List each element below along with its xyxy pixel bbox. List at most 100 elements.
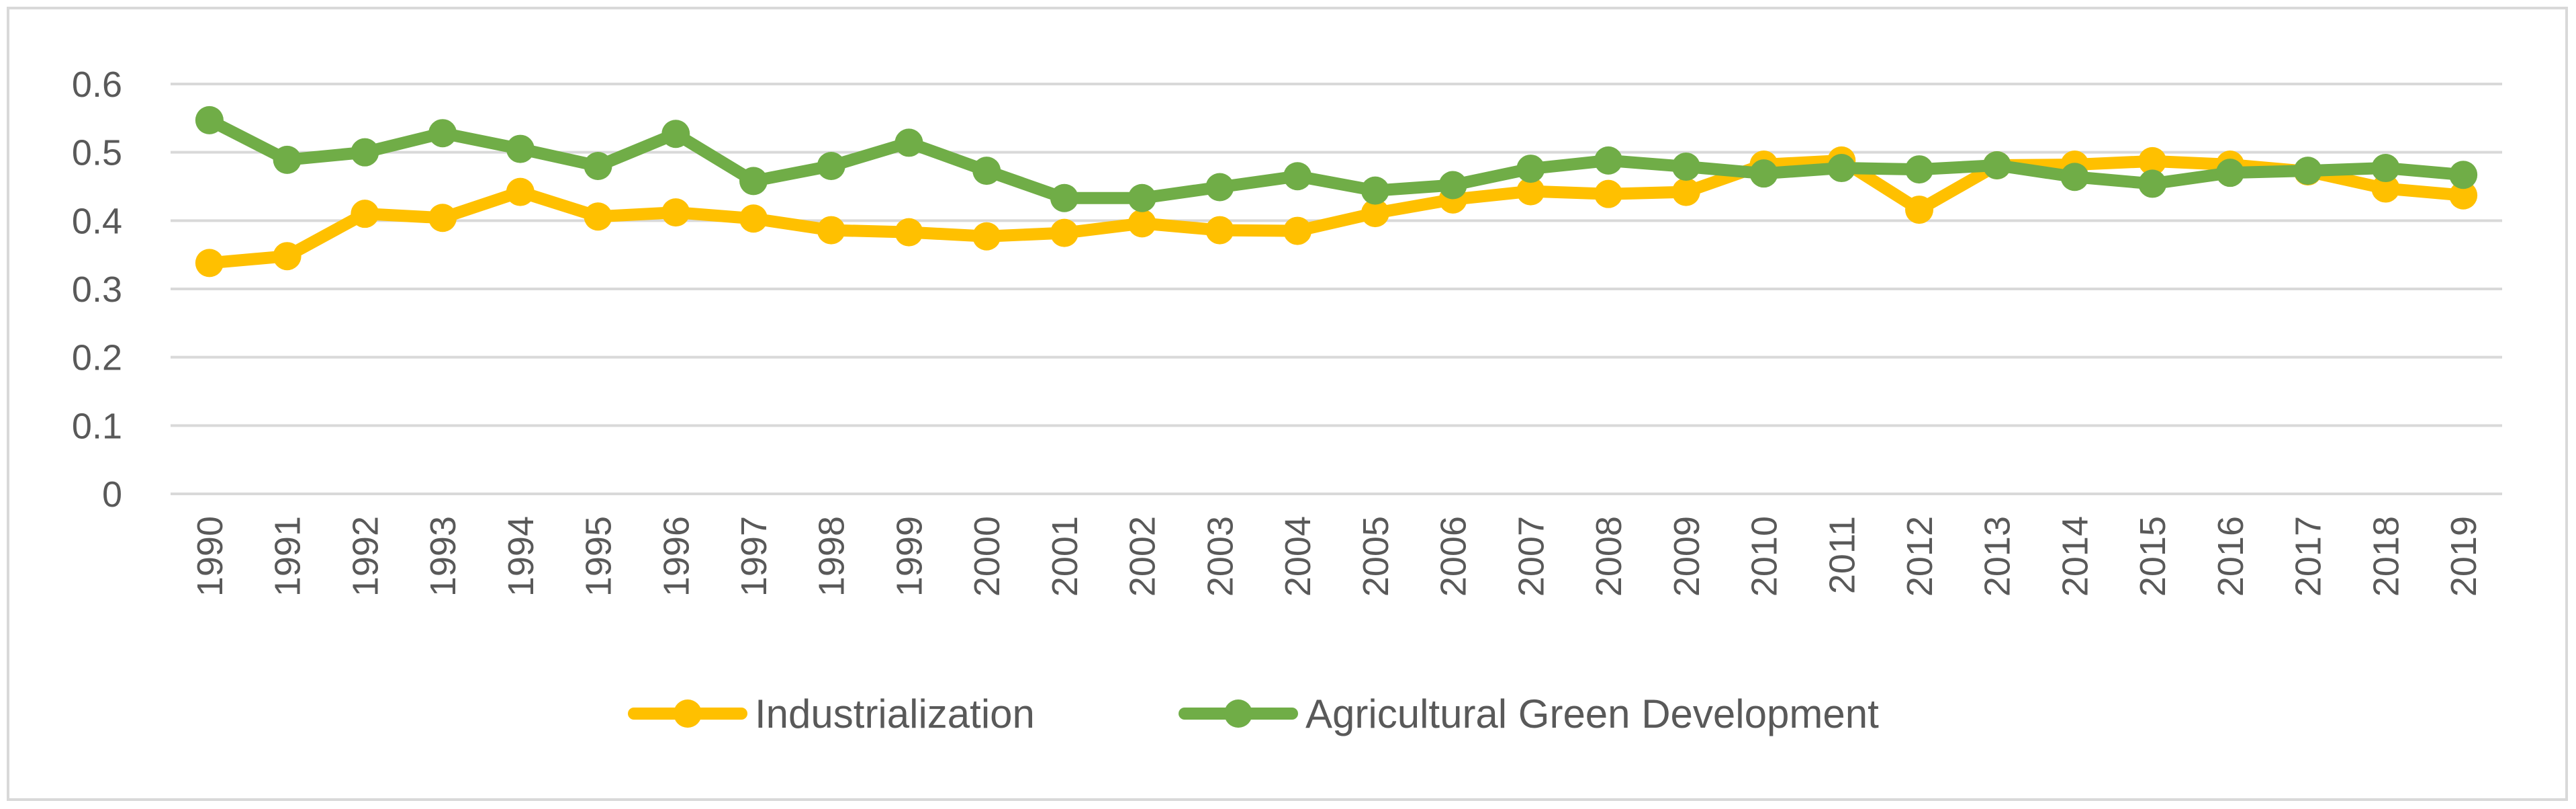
- chart-frame: 0 0.1 0.2 0.3 0.4 0.5 0.6 1990 1991 1992 1993 1994…: [7, 7, 2568, 801]
- data-point: [739, 167, 768, 196]
- y-axis-tick-labels: 0 0.1 0.2 0.3 0.4 0.5 0.6: [72, 65, 122, 515]
- legend-swatch-marker: [674, 699, 702, 728]
- data-point: [661, 120, 690, 148]
- data-point: [1827, 154, 1856, 183]
- y-tick-label: 0.1: [72, 406, 122, 446]
- x-tick-label: 2011: [1822, 516, 1862, 594]
- data-point: [1050, 218, 1078, 247]
- data-point: [1671, 153, 1700, 181]
- data-point: [351, 200, 379, 228]
- x-tick-label: 1991: [268, 516, 308, 597]
- data-point: [1283, 216, 1312, 245]
- data-point: [1594, 146, 1623, 175]
- x-tick-label: 2017: [2289, 516, 2329, 597]
- series-industrialization: [195, 146, 2478, 278]
- x-tick-label: 2010: [1745, 516, 1785, 597]
- x-tick-label: 2018: [2366, 516, 2406, 597]
- x-tick-label: 2009: [1667, 516, 1707, 597]
- x-tick-label: 2014: [2055, 516, 2095, 597]
- data-point: [2371, 154, 2400, 183]
- data-point: [1128, 183, 1156, 212]
- x-tick-label: 2008: [1589, 516, 1629, 597]
- data-point: [273, 145, 302, 174]
- data-point: [894, 128, 923, 157]
- data-point: [1205, 173, 1234, 202]
- x-tick-label: 1990: [190, 516, 230, 597]
- data-point: [428, 119, 457, 148]
- data-point: [1438, 171, 1467, 200]
- data-point: [428, 204, 457, 232]
- data-point: [972, 222, 1001, 251]
- data-point: [1128, 209, 1156, 238]
- data-point: [1749, 159, 1778, 188]
- line-chart: 0 0.1 0.2 0.3 0.4 0.5 0.6 1990 1991 1992 1993 1994…: [72, 65, 2502, 736]
- x-tick-label: 1994: [501, 516, 541, 597]
- x-tick-label: 2015: [2133, 516, 2173, 597]
- x-axis-tick-labels: 1990 1991 1992 1993 1994 1995 1996 1997 1998 1999…: [190, 516, 2484, 597]
- data-point: [506, 134, 535, 163]
- data-point: [817, 152, 845, 180]
- data-point: [1905, 196, 1933, 224]
- legend-label: Industrialization: [755, 691, 1035, 736]
- data-point: [1283, 162, 1312, 191]
- data-point: [894, 218, 923, 247]
- data-point: [739, 204, 768, 233]
- data-point: [273, 242, 302, 271]
- data-point: [2060, 163, 2089, 191]
- data-point: [2138, 169, 2167, 198]
- legend: Industrialization Agricultural Green Deve…: [628, 691, 1879, 736]
- y-tick-label: 0.5: [72, 133, 122, 173]
- data-point: [2371, 174, 2400, 203]
- data-point: [506, 177, 535, 206]
- x-tick-label: 2000: [967, 516, 1007, 597]
- x-tick-label: 2019: [2444, 516, 2484, 597]
- x-tick-label: 2012: [1900, 516, 1940, 597]
- x-tick-label: 1996: [656, 516, 696, 597]
- legend-item: Industrialization: [628, 691, 1035, 736]
- y-tick-label: 0: [102, 474, 122, 515]
- x-tick-label: 2001: [1045, 516, 1085, 597]
- y-tick-label: 0.4: [72, 201, 122, 241]
- data-point: [1671, 177, 1700, 206]
- data-point: [1982, 151, 2011, 179]
- x-tick-label: 1995: [579, 516, 619, 597]
- data-point: [351, 138, 379, 167]
- x-tick-label: 2003: [1200, 516, 1240, 597]
- data-point: [661, 198, 690, 227]
- data-point: [1361, 176, 1389, 205]
- y-tick-label: 0.6: [72, 65, 122, 105]
- x-tick-label: 1999: [889, 516, 929, 597]
- data-point: [817, 216, 845, 245]
- data-point: [1050, 183, 1078, 212]
- data-point: [195, 105, 224, 134]
- data-point: [584, 202, 612, 231]
- data-point: [1905, 155, 1933, 184]
- data-point: [1594, 179, 1623, 208]
- data-point: [1205, 216, 1234, 245]
- data-point: [2293, 157, 2322, 185]
- x-tick-label: 2016: [2211, 516, 2251, 597]
- legend-item: Agricultural Green Development: [1179, 691, 1879, 736]
- legend-label: Agricultural Green Development: [1305, 691, 1879, 736]
- data-point: [584, 152, 612, 180]
- y-tick-label: 0.2: [72, 338, 122, 378]
- data-point: [2449, 181, 2478, 210]
- data-point: [2449, 161, 2478, 189]
- x-tick-label: 2004: [1278, 516, 1318, 597]
- series-lines: [195, 105, 2478, 278]
- data-point: [1516, 155, 1545, 183]
- x-tick-label: 1992: [345, 516, 385, 597]
- data-point: [1516, 177, 1545, 206]
- x-tick-label: 1997: [734, 516, 774, 597]
- x-tick-label: 1998: [812, 516, 852, 597]
- legend-swatch-marker: [1224, 699, 1252, 728]
- x-tick-label: 2007: [1511, 516, 1551, 597]
- data-point: [1361, 199, 1389, 228]
- x-tick-label: 2013: [1978, 516, 2018, 597]
- x-tick-label: 2006: [1434, 516, 1474, 597]
- data-point: [2215, 159, 2244, 187]
- x-tick-label: 2002: [1123, 516, 1163, 597]
- series-agricultural-green-development: [195, 105, 2478, 212]
- data-point: [972, 157, 1001, 185]
- x-tick-label: 2005: [1356, 516, 1396, 597]
